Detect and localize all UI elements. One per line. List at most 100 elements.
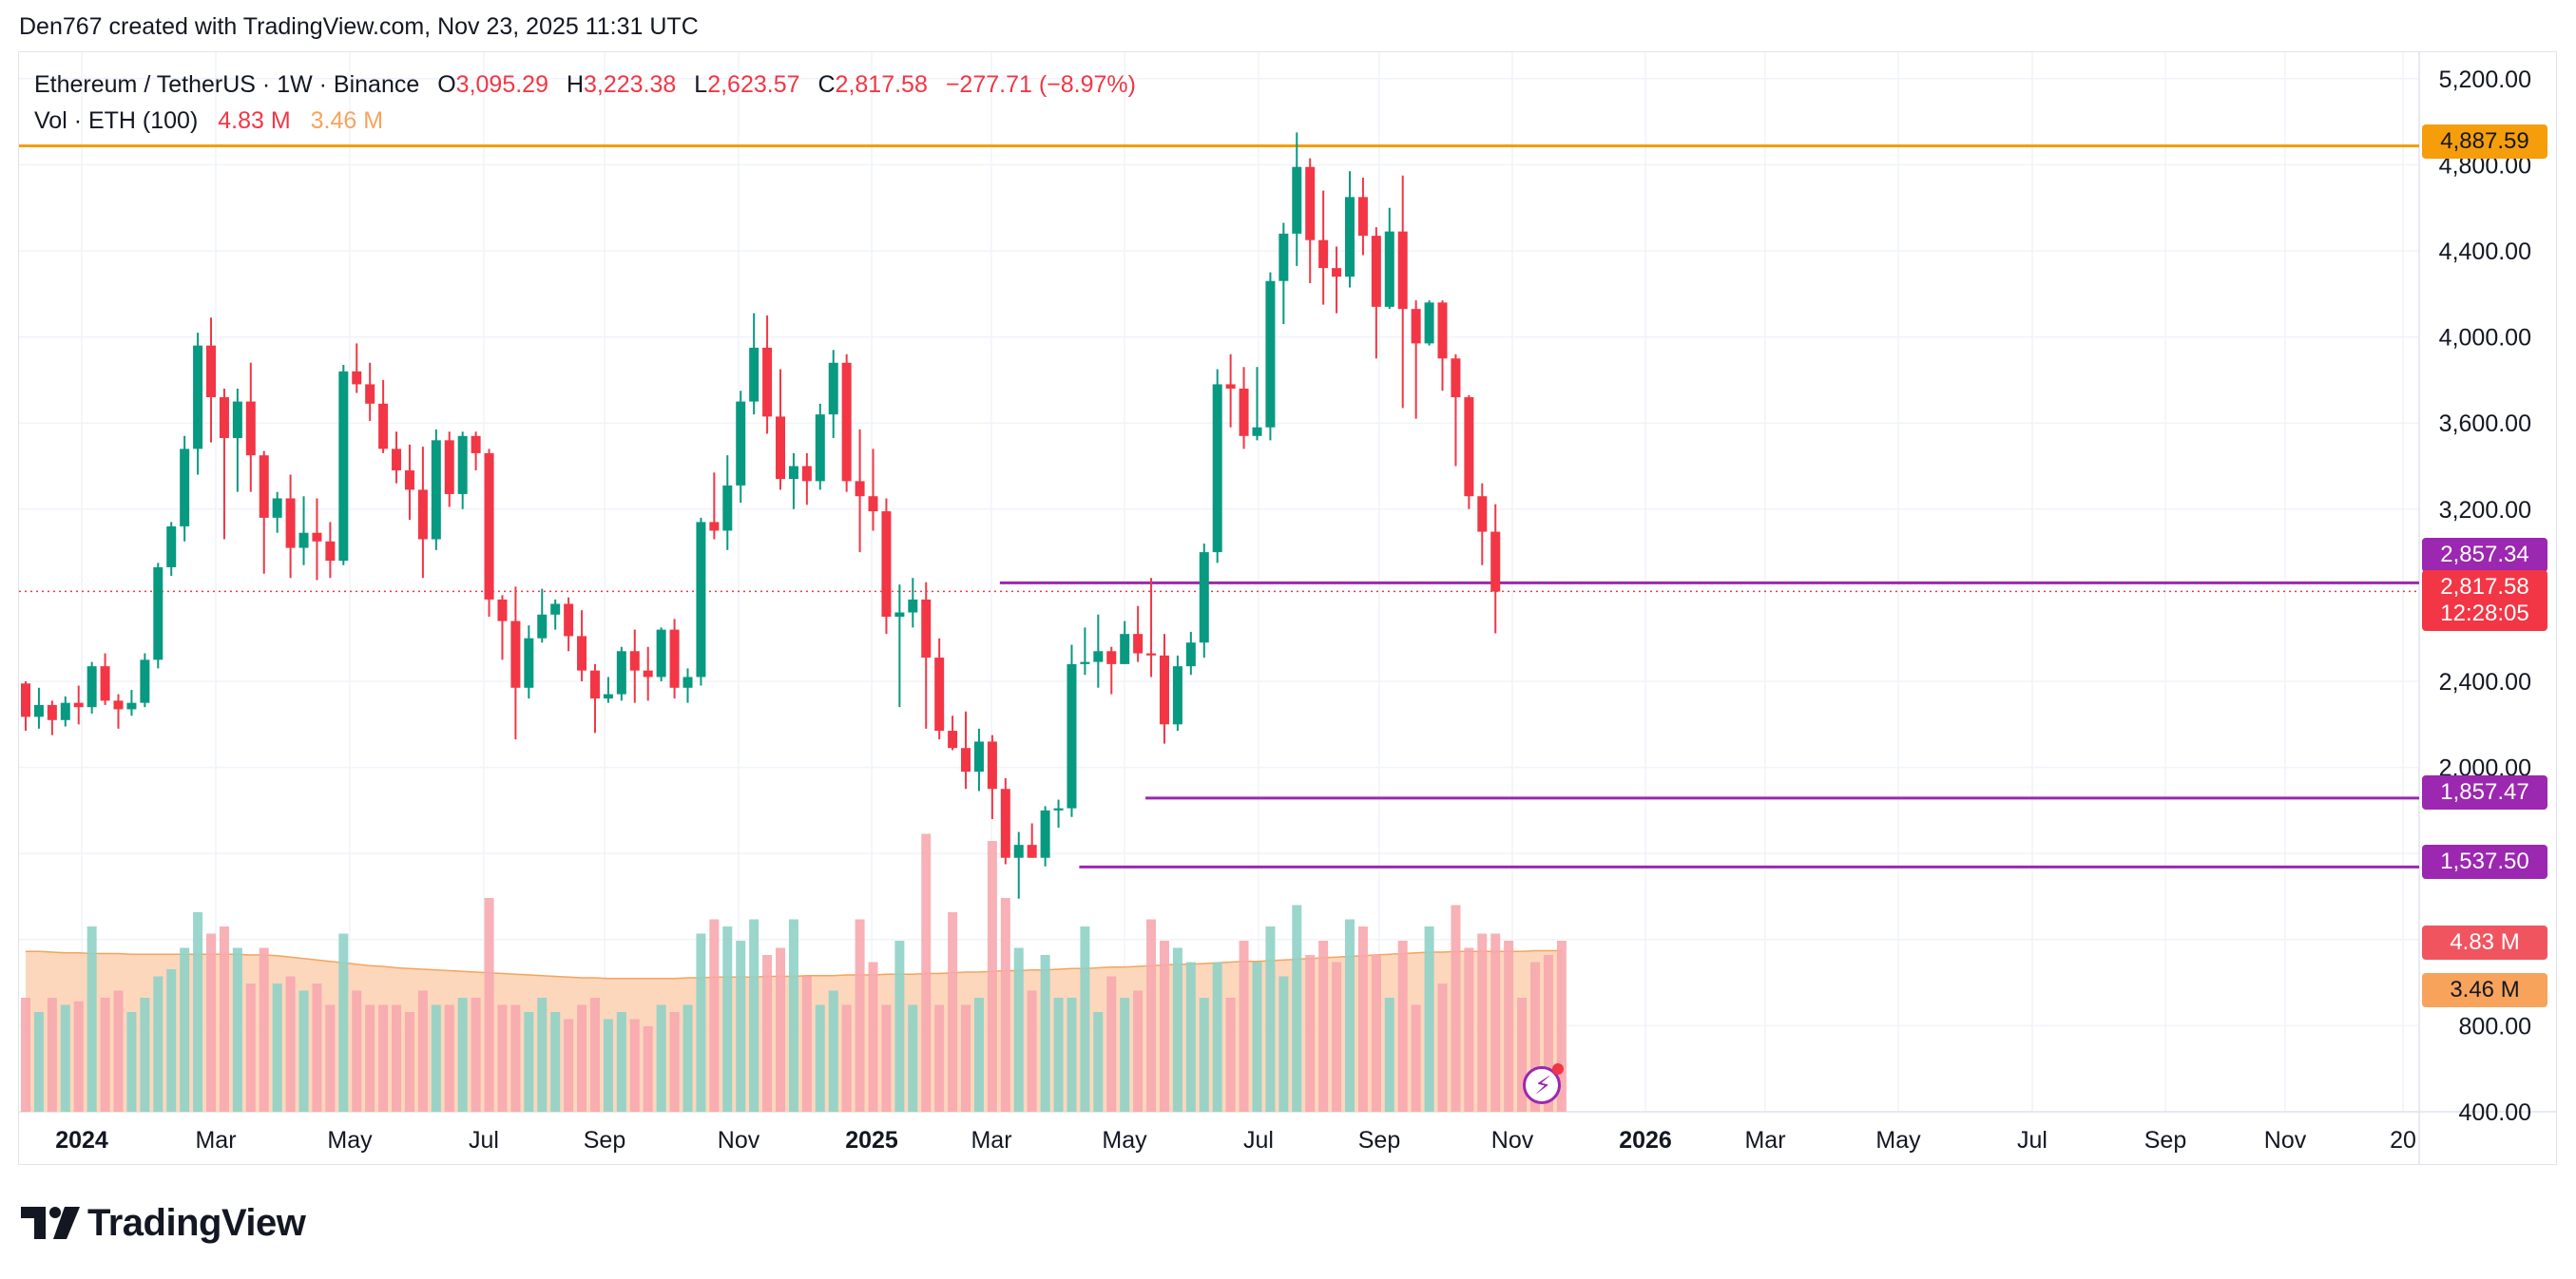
volume-bar — [762, 955, 773, 1112]
volume-bar — [1185, 962, 1196, 1112]
candle — [87, 661, 97, 714]
candle — [378, 379, 389, 453]
candle-body — [232, 401, 242, 439]
volume-bar — [87, 926, 97, 1112]
candle — [828, 350, 838, 439]
volume-bar — [140, 998, 150, 1112]
candle — [1477, 483, 1488, 565]
volume-bar — [417, 990, 428, 1112]
volume-bar — [894, 941, 905, 1112]
candle-body — [392, 449, 402, 471]
time-axis-label: Jul — [469, 1127, 499, 1154]
high-value: 3,223.38 — [584, 71, 677, 98]
candle-body — [1199, 552, 1209, 643]
badge-level-support-2: 1,537.50 — [2422, 845, 2547, 879]
time-axis-label: Nov — [718, 1127, 760, 1154]
candle — [934, 638, 945, 740]
candle — [801, 452, 812, 506]
candle-body — [987, 741, 997, 790]
candle — [1040, 806, 1050, 867]
volume-bar — [801, 976, 812, 1112]
high-label: H — [566, 71, 585, 98]
candle — [1146, 578, 1157, 678]
candle — [140, 653, 150, 708]
volume-bar — [524, 1012, 534, 1112]
candle — [616, 646, 626, 701]
time-axis-label: 20 — [2390, 1127, 2416, 1154]
candle-body — [325, 541, 336, 562]
candle-body — [1451, 358, 1461, 398]
candle — [1093, 614, 1104, 688]
candle-body — [1000, 789, 1010, 858]
time-axis-label: 2024 — [55, 1127, 108, 1154]
chart-frame — [18, 51, 2557, 1165]
candle-body — [1357, 197, 1368, 237]
volume-bar — [1451, 905, 1461, 1112]
candle — [21, 681, 30, 732]
change-value: −277.71 (−8.97%) — [945, 71, 1136, 98]
candle-body — [285, 498, 296, 548]
volume-bar — [828, 990, 838, 1112]
candle-body — [577, 636, 587, 671]
candle — [722, 455, 733, 550]
volume-bar — [1477, 933, 1488, 1112]
candle-body — [417, 489, 428, 540]
candle-body — [510, 620, 521, 688]
candle-body — [908, 599, 918, 613]
candle-body — [497, 599, 508, 621]
candle-body — [272, 498, 282, 518]
time-axis: 2024 Mar May Jul Sep Nov 2025 Mar May Jul Sep Nov 20… — [55, 1127, 2416, 1154]
volume-bar — [1133, 990, 1144, 1112]
candle-body — [1437, 302, 1448, 359]
volume-bar — [1278, 976, 1289, 1112]
candle — [219, 388, 229, 540]
candle — [1384, 207, 1394, 310]
candle-body — [537, 614, 548, 639]
time-axis-label: Jul — [2017, 1127, 2047, 1154]
candle-body — [378, 403, 389, 449]
candle-body — [33, 704, 44, 717]
volume-bar — [1543, 955, 1553, 1112]
candle — [788, 452, 798, 509]
candle — [1013, 831, 1024, 899]
volume-bar — [1357, 926, 1368, 1112]
badge-level-resistance: 2,857.34 — [2422, 538, 2547, 572]
candle-body — [749, 347, 759, 402]
candle — [180, 435, 190, 542]
volume-bar — [484, 898, 494, 1112]
candle — [1265, 272, 1276, 441]
candle-body — [60, 702, 70, 720]
volume-bar — [881, 1004, 892, 1112]
volume-bar — [1504, 941, 1514, 1112]
candle — [298, 496, 309, 565]
volume-bar — [352, 990, 362, 1112]
volume-bar — [153, 976, 163, 1112]
flash-alert-icon[interactable]: ⚡ — [1523, 1063, 1564, 1104]
candle-body — [338, 371, 349, 562]
candle-body — [21, 683, 30, 717]
tradingview-logo[interactable]: TradingView — [21, 1199, 306, 1247]
volume-bar — [33, 1012, 44, 1112]
candle-body — [682, 677, 693, 688]
symbol-title[interactable]: Ethereum / TetherUS · 1W · Binance — [34, 71, 420, 98]
candle — [113, 694, 124, 729]
volume-bar — [378, 1004, 389, 1112]
candle-body — [736, 401, 746, 486]
volume-bar — [193, 912, 203, 1112]
candle — [603, 677, 613, 703]
volume-bar — [1106, 976, 1117, 1112]
candle-body — [868, 496, 878, 512]
volume-bar — [1053, 998, 1064, 1112]
candle-body — [589, 670, 600, 699]
candle-body — [1265, 280, 1276, 428]
candle — [564, 597, 574, 652]
candle — [1067, 644, 1077, 817]
candle — [881, 498, 892, 635]
volume-title[interactable]: Vol · ETH (100) — [34, 107, 199, 134]
candle-body — [404, 470, 414, 490]
candle — [417, 447, 428, 579]
candle-body — [1345, 197, 1355, 277]
candle-body — [113, 700, 124, 710]
volume-bar — [285, 976, 296, 1112]
